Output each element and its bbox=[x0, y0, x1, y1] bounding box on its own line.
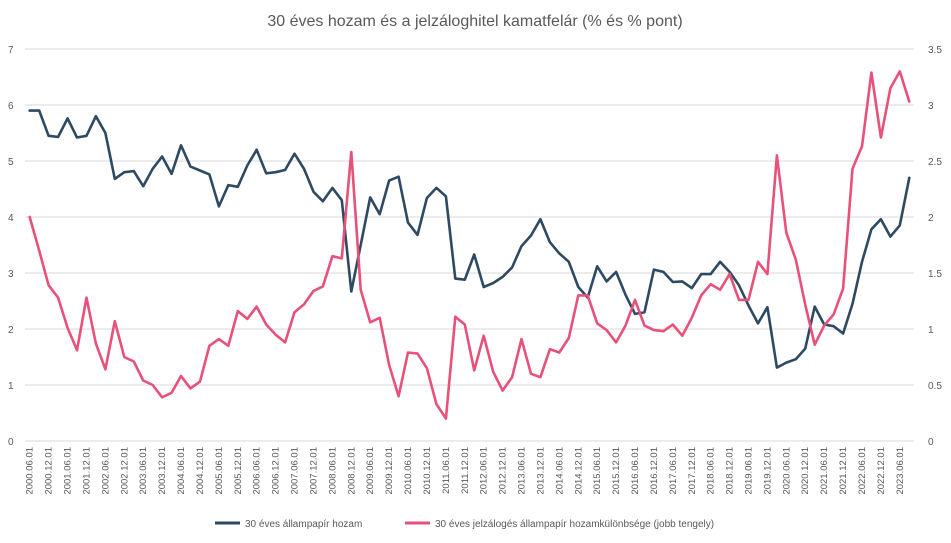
x-tick-label: 2014.06.01 bbox=[554, 447, 565, 495]
x-tick-label: 2011.12.01 bbox=[460, 447, 471, 494]
x-tick-label: 2018.06.01 bbox=[706, 447, 717, 495]
x-tick-label: 2023.06.01 bbox=[895, 447, 906, 495]
x-tick-label: 2022.12.01 bbox=[876, 447, 887, 495]
y2-tick-label: 2.5 bbox=[928, 157, 942, 168]
x-tick-label: 2020.12.01 bbox=[800, 447, 811, 495]
x-tick-label: 2020.06.01 bbox=[781, 447, 792, 495]
y-tick-label: 7 bbox=[8, 45, 14, 56]
series-line-1 bbox=[28, 70, 911, 420]
x-tick-label: 2021.06.01 bbox=[819, 447, 830, 495]
x-tick-label: 2018.12.01 bbox=[725, 447, 736, 495]
legend-label-yield: 30 éves állampapír hozam bbox=[245, 519, 362, 530]
x-tick-label: 2004.06.01 bbox=[176, 447, 187, 495]
series-line-0 bbox=[28, 109, 911, 369]
x-tick-label: 2017.06.01 bbox=[668, 447, 679, 495]
legend: 30 éves állampapír hozam 30 éves jelzálo… bbox=[215, 519, 714, 530]
x-tick-label: 2022.06.01 bbox=[857, 447, 868, 495]
gridlines bbox=[25, 48, 914, 442]
right-y-axis: 0 0.5 1 1.5 2 2.5 3 3.5 bbox=[928, 45, 942, 448]
x-tick-label: 2003.12.01 bbox=[157, 447, 168, 495]
y-tick-label: 3 bbox=[8, 269, 14, 280]
x-tick-label: 2015.06.01 bbox=[592, 447, 603, 495]
y2-tick-label: 1.5 bbox=[928, 269, 942, 280]
y-tick-label: 1 bbox=[8, 381, 14, 392]
x-tick-label: 2001.12.01 bbox=[81, 447, 92, 495]
y2-tick-label: 3 bbox=[928, 101, 934, 112]
x-tick-label: 2010.12.01 bbox=[422, 447, 433, 495]
x-tick-label: 2011.06.01 bbox=[441, 447, 452, 494]
x-tick-label: 2015.12.01 bbox=[611, 447, 622, 495]
x-tick-label: 2019.12.01 bbox=[762, 447, 773, 495]
x-tick-label: 2000.12.01 bbox=[44, 447, 55, 495]
x-tick-label: 2016.06.01 bbox=[630, 447, 641, 495]
y2-tick-label: 0.5 bbox=[928, 381, 942, 392]
y-tick-label: 4 bbox=[8, 213, 14, 224]
x-tick-label: 2013.12.01 bbox=[535, 447, 546, 495]
left-y-axis: 0 1 2 3 4 5 6 7 bbox=[8, 45, 14, 448]
x-tick-label: 2002.12.01 bbox=[119, 447, 130, 495]
x-tick-label: 2016.12.01 bbox=[649, 447, 660, 495]
x-tick-label: 2009.12.01 bbox=[384, 447, 395, 495]
x-tick-label: 2009.06.01 bbox=[365, 447, 376, 495]
legend-label-spread: 30 éves jelzálogés állampapír hozamkülön… bbox=[435, 519, 714, 530]
series-lines bbox=[28, 70, 911, 420]
x-tick-label: 2012.12.01 bbox=[498, 447, 509, 495]
x-tick-label: 2007.06.01 bbox=[290, 447, 301, 495]
y-tick-label: 6 bbox=[8, 101, 14, 112]
x-tick-label: 2014.12.01 bbox=[573, 447, 584, 495]
x-tick-label: 2019.06.01 bbox=[743, 447, 754, 495]
y-tick-label: 2 bbox=[8, 325, 14, 336]
x-tick-label: 2021.12.01 bbox=[838, 447, 849, 495]
y-tick-label: 0 bbox=[8, 437, 14, 448]
x-axis: 2000.06.01 2000.12.01 2001.06.01 2001.12.01… bbox=[25, 447, 906, 495]
x-tick-label: 2000.06.01 bbox=[25, 447, 36, 495]
x-tick-label: 2005.12.01 bbox=[233, 447, 244, 495]
x-tick-label: 2002.06.01 bbox=[100, 447, 111, 495]
y2-tick-label: 0 bbox=[928, 437, 934, 448]
x-tick-label: 2005.06.01 bbox=[214, 447, 225, 495]
chart-title: 30 éves hozam és a jelzáloghitel kamatfe… bbox=[267, 13, 682, 30]
y-tick-label: 5 bbox=[8, 157, 14, 168]
y2-tick-label: 3.5 bbox=[928, 45, 942, 56]
x-tick-label: 2006.06.01 bbox=[252, 447, 263, 495]
x-tick-label: 2006.12.01 bbox=[271, 447, 282, 495]
y2-tick-label: 1 bbox=[928, 325, 934, 336]
x-tick-label: 2008.12.01 bbox=[346, 447, 357, 495]
x-tick-label: 2013.06.01 bbox=[517, 447, 528, 495]
x-tick-label: 2001.06.01 bbox=[63, 447, 74, 495]
x-tick-label: 2007.12.01 bbox=[308, 447, 319, 495]
x-tick-label: 2003.06.01 bbox=[138, 447, 149, 495]
y2-tick-label: 2 bbox=[928, 213, 934, 224]
x-tick-label: 2008.06.01 bbox=[327, 447, 338, 495]
x-tick-label: 2012.06.01 bbox=[479, 447, 490, 495]
x-tick-label: 2004.12.01 bbox=[195, 447, 206, 495]
x-tick-label: 2010.06.01 bbox=[403, 447, 414, 495]
x-tick-label: 2017.12.01 bbox=[687, 447, 698, 495]
